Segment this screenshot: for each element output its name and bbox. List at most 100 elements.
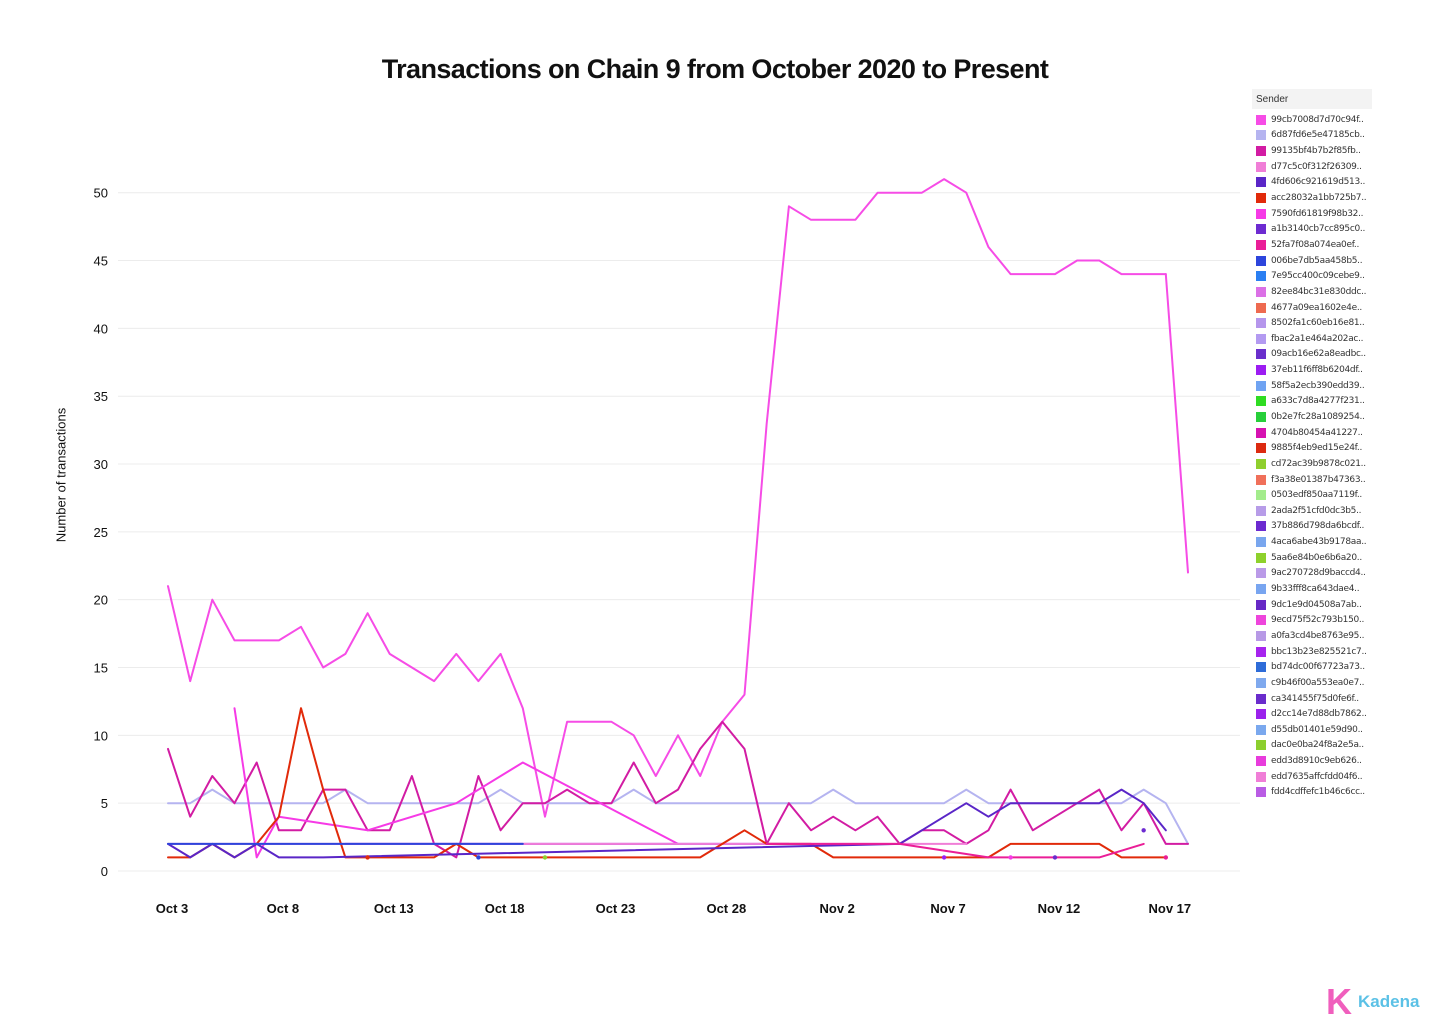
legend-item[interactable]: bd74dc00f67723a73.. — [1252, 659, 1372, 675]
data-point — [1163, 855, 1169, 860]
legend-item[interactable]: f3a38e01387b47363.. — [1252, 472, 1372, 488]
y-tick-label: 35 — [94, 389, 108, 404]
y-axis-ticks: 0 5 10 15 20 25 30 35 40 45 50 — [94, 186, 108, 879]
legend-item[interactable]: 37b886d798da6bcdf.. — [1252, 519, 1372, 535]
legend-item[interactable]: dac0e0ba24f8a2e5a.. — [1252, 738, 1372, 754]
legend-label: bd74dc00f67723a73.. — [1271, 662, 1365, 673]
legend-swatch — [1256, 177, 1266, 188]
legend-item[interactable]: 0503edf850aa7119f.. — [1252, 487, 1372, 503]
legend-swatch — [1256, 146, 1266, 157]
legend-item[interactable]: 7590fd61819f98b32.. — [1252, 206, 1372, 222]
legend-item[interactable]: acc28032a1bb725b7.. — [1252, 190, 1372, 206]
legend-swatch — [1256, 662, 1266, 673]
legend-swatch — [1256, 505, 1266, 516]
legend-item[interactable]: fbac2a1e464a202ac.. — [1252, 331, 1372, 347]
legend-item[interactable]: 006be7db5aa458b5.. — [1252, 253, 1372, 269]
kadena-logo: K Kadena — [1326, 984, 1419, 1020]
legend-item[interactable]: 09acb16e62a8eadbc.. — [1252, 347, 1372, 363]
legend-item[interactable]: d2cc14e7d88db7862.. — [1252, 706, 1372, 722]
legend-swatch — [1256, 224, 1266, 235]
legend-item[interactable]: 52fa7f08a074ea0ef.. — [1252, 237, 1372, 253]
legend-label: f3a38e01387b47363.. — [1271, 474, 1366, 485]
legend-item[interactable]: 99135bf4b7b2f85fb.. — [1252, 143, 1372, 159]
legend-label: 8502fa1c60eb16e81.. — [1271, 318, 1365, 329]
legend-label: 0503edf850aa7119f.. — [1271, 490, 1362, 501]
legend-label: 58f5a2ecb390edd39.. — [1271, 380, 1365, 391]
legend-label: 37eb11f6ff8b6204df.. — [1271, 365, 1363, 376]
legend-label: 9b33fff8ca643dae4.. — [1271, 584, 1360, 595]
data-point — [1141, 828, 1146, 833]
legend-item[interactable]: 37eb11f6ff8b6204df.. — [1252, 362, 1372, 378]
legend-item[interactable]: 82ee84bc31e830ddc.. — [1252, 284, 1372, 300]
legend-item[interactable]: 9dc1e9d04508a7ab.. — [1252, 597, 1372, 613]
legend-item[interactable]: edd7635affcfdd04f6.. — [1252, 769, 1372, 785]
legend-item[interactable]: 4aca6abe43b9178aa.. — [1252, 534, 1372, 550]
legend-label: edd3d8910c9eb626.. — [1271, 756, 1362, 767]
legend-item[interactable]: 0b2e7fc28a1089254.. — [1252, 409, 1372, 425]
legend-label: 6d87fd6e5e47185cb.. — [1271, 130, 1365, 141]
legend-item[interactable]: a633c7d8a4277f231.. — [1252, 394, 1372, 410]
legend-swatch — [1256, 677, 1266, 688]
series-line — [167, 720, 1189, 859]
legend-label: 9ac270728d9baccd4.. — [1271, 568, 1366, 579]
legend-item[interactable]: fdd4cdffefc1b46c6cc.. — [1252, 785, 1372, 801]
gridlines — [118, 192, 1240, 872]
legend-label: 4aca6abe43b9178aa.. — [1271, 537, 1367, 548]
series-line — [765, 842, 1145, 859]
legend-item[interactable]: 9b33fff8ca643dae4.. — [1252, 581, 1372, 597]
legend-item[interactable]: 9ecd75f52c793b150.. — [1252, 613, 1372, 629]
legend-swatch — [1256, 599, 1266, 610]
legend-swatch — [1256, 646, 1266, 657]
legend-swatch — [1256, 740, 1266, 751]
legend-item[interactable]: a1b3140cb7cc895c0.. — [1252, 221, 1372, 237]
x-tick-label: Nov 12 — [1038, 901, 1081, 916]
legend-item[interactable]: d55db01401e59d90.. — [1252, 722, 1372, 738]
kadena-k-icon: K — [1326, 981, 1352, 1022]
legend-item[interactable]: 99cb7008d7d70c94f.. — [1252, 112, 1372, 128]
y-tick-label: 40 — [94, 321, 108, 336]
legend-item[interactable]: 8502fa1c60eb16e81.. — [1252, 315, 1372, 331]
legend-item[interactable]: edd3d8910c9eb626.. — [1252, 753, 1372, 769]
legend-item[interactable]: a0fa3cd4be8763e95.. — [1252, 628, 1372, 644]
legend-label: d55db01401e59d90.. — [1271, 724, 1363, 735]
legend-item[interactable]: c9b46f00a553ea0e7.. — [1252, 675, 1372, 691]
legend-swatch — [1256, 443, 1266, 454]
legend-label: acc28032a1bb725b7.. — [1271, 193, 1367, 204]
x-tick-label: Oct 23 — [596, 901, 636, 916]
x-tick-label: Nov 7 — [930, 901, 965, 916]
legend-label: 4704b80454a41227.. — [1271, 427, 1363, 438]
legend-item[interactable]: 4704b80454a41227.. — [1252, 425, 1372, 441]
legend-item[interactable]: 5aa6e84b0e6b6a20.. — [1252, 550, 1372, 566]
legend-item[interactable]: 4fd606c921619d513.. — [1252, 175, 1372, 191]
y-tick-label: 30 — [94, 457, 108, 472]
data-point — [542, 855, 548, 860]
y-tick-label: 10 — [94, 728, 108, 743]
data-point — [1052, 855, 1058, 860]
series-line — [1164, 273, 1189, 574]
y-tick-label: 25 — [94, 525, 108, 540]
legend-label: 37b886d798da6bcdf.. — [1271, 521, 1365, 532]
legend-item[interactable]: 7e95cc400c09cebe9.. — [1252, 268, 1372, 284]
legend-item[interactable]: 58f5a2ecb390edd39.. — [1252, 378, 1372, 394]
x-tick-label: Nov 2 — [820, 901, 855, 916]
legend-item[interactable]: 6d87fd6e5e47185cb.. — [1252, 128, 1372, 144]
legend-swatch — [1256, 693, 1266, 704]
legend-item[interactable]: 9885f4eb9ed15e24f.. — [1252, 440, 1372, 456]
series-line — [167, 178, 1167, 818]
legend-label: cd72ac39b9878c021.. — [1271, 458, 1366, 469]
legend-swatch — [1256, 537, 1266, 548]
legend-swatch — [1256, 756, 1266, 767]
legend-item[interactable]: 4677a09ea1602e4e.. — [1252, 300, 1372, 316]
chart-title: Transactions on Chain 9 from October 202… — [381, 54, 1049, 84]
legend-item[interactable]: 2ada2f51cfd0dc3b5.. — [1252, 503, 1372, 519]
legend-swatch — [1256, 208, 1266, 219]
legend-item[interactable]: cd72ac39b9878c021.. — [1252, 456, 1372, 472]
legend-items: 99cb7008d7d70c94f.. 6d87fd6e5e47185cb.. 99… — [1252, 112, 1372, 800]
legend-item[interactable]: ca341455f75d0fe6f.. — [1252, 691, 1372, 707]
legend-label: ca341455f75d0fe6f.. — [1271, 693, 1359, 704]
legend-item[interactable]: bbc13b23e825521c7.. — [1252, 644, 1372, 660]
legend-item[interactable]: d77c5c0f312f26309.. — [1252, 159, 1372, 175]
legend-swatch — [1256, 318, 1266, 329]
legend-item[interactable]: 9ac270728d9baccd4.. — [1252, 566, 1372, 582]
